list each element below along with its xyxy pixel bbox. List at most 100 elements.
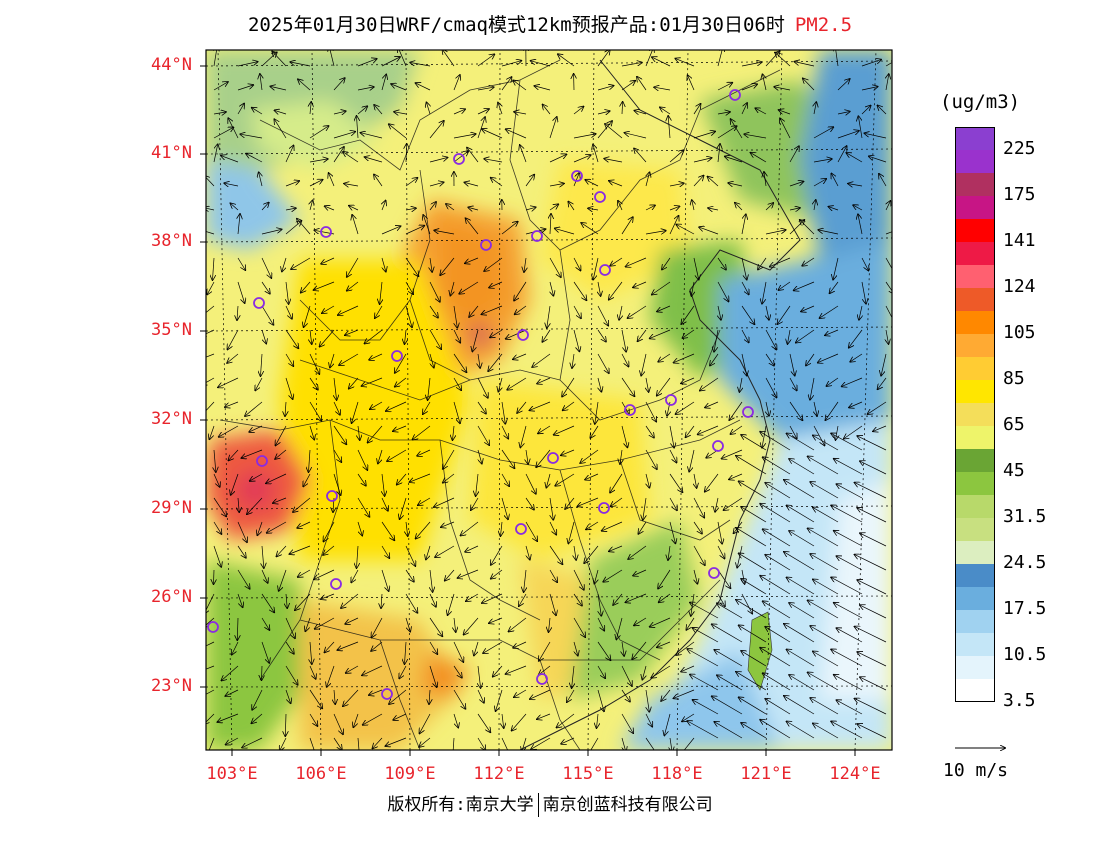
- wind-arrow: [619, 305, 622, 320]
- wind-arrow: [597, 329, 606, 342]
- wind-arrow: [633, 281, 647, 287]
- wind-arrow: [865, 133, 887, 139]
- wind-arrow: [855, 699, 887, 715]
- wind-arrow: [222, 665, 239, 681]
- wind-arrow: [598, 593, 601, 616]
- wind-arrow: [573, 329, 579, 351]
- wind-arrow: [309, 377, 318, 390]
- wind-arrow: [459, 281, 479, 294]
- wind-arrow: [228, 118, 239, 139]
- wind-arrow: [206, 617, 215, 627]
- wind-arrow: [741, 507, 767, 523]
- wind-arrow: [717, 521, 722, 544]
- wind-arrow: [471, 497, 479, 510]
- wind-arrow: [525, 473, 536, 494]
- wind-arrow: [803, 79, 815, 91]
- city-marker: [326, 490, 338, 502]
- wind-arrow: [652, 57, 671, 67]
- wind-arrow: [779, 281, 791, 290]
- wind-arrow: [744, 134, 767, 139]
- wind-arrow: [682, 713, 695, 721]
- wind-arrow: [861, 60, 881, 67]
- wind-arrow: [681, 665, 695, 672]
- wind-arrow: [573, 305, 581, 318]
- wind-arrow: [714, 722, 743, 739]
- wind-arrow: [717, 603, 743, 619]
- wind-arrow: [303, 473, 311, 486]
- wind-arrow: [454, 305, 457, 328]
- wind-arrow: [405, 545, 415, 566]
- wind-arrow: [668, 116, 670, 139]
- wind-arrow: [676, 641, 695, 655]
- wind-arrow: [423, 401, 431, 414]
- wind-arrow: [506, 329, 527, 339]
- wind-arrow: [813, 425, 825, 445]
- wind-arrow: [787, 506, 815, 523]
- wind-arrow: [693, 104, 701, 115]
- wind-arrow: [357, 473, 366, 486]
- wind-arrow: [694, 473, 697, 488]
- wind-arrow: [309, 737, 315, 750]
- wind-arrow: [512, 713, 527, 731]
- wind-arrow: [837, 556, 863, 571]
- colorbar-label: 45: [1003, 460, 1025, 481]
- wind-arrow: [386, 401, 407, 411]
- colorbar-label: 124: [1003, 276, 1036, 297]
- wind-arrow: [568, 521, 575, 543]
- wind-arrow: [765, 353, 774, 366]
- city-marker: [207, 621, 219, 633]
- wind-arrow: [382, 257, 386, 272]
- wind-arrow: [595, 401, 598, 424]
- wind-arrow: [693, 257, 699, 280]
- wind-arrow: [275, 110, 287, 114]
- wind-arrow: [491, 545, 503, 565]
- wind-arrow: [374, 105, 383, 115]
- wind-arrow: [645, 205, 655, 210]
- wind-arrow: [228, 329, 239, 349]
- species-label: PM2.5: [794, 14, 853, 36]
- wind-arrow: [416, 83, 431, 91]
- wind-arrow: [549, 204, 558, 211]
- wind-arrow: [445, 569, 455, 581]
- wind-arrow: [693, 497, 704, 518]
- wind-arrow: [751, 153, 767, 163]
- city-marker: [599, 264, 611, 276]
- wind-arrow: [213, 257, 215, 280]
- wind-arrow: [765, 627, 791, 643]
- wind-arrow: [369, 689, 383, 695]
- wind-arrow: [610, 473, 623, 493]
- wind-arrow: [310, 641, 312, 664]
- wind-arrow: [298, 569, 311, 577]
- wind-arrow: [242, 737, 263, 748]
- wind-arrow: [371, 641, 383, 651]
- wind-arrow: [676, 225, 695, 235]
- wind-arrow: [261, 229, 282, 235]
- wind-arrow: [736, 672, 767, 691]
- wind-arrow: [692, 200, 694, 211]
- wind-arrow: [524, 257, 526, 272]
- wind-arrow: [453, 109, 465, 115]
- wind-arrow: [736, 528, 767, 547]
- wind-arrow: [765, 483, 791, 499]
- wind-arrow: [621, 689, 630, 702]
- wind-arrow: [393, 425, 407, 431]
- wind-arrow: [550, 281, 553, 296]
- wind-arrow: [501, 222, 518, 235]
- wind-arrow: [309, 665, 316, 679]
- wind-arrow: [814, 102, 816, 115]
- city-marker: [665, 394, 677, 406]
- wind-arrow: [885, 62, 892, 67]
- wind-arrow: [285, 353, 293, 366]
- wind-arrow: [549, 117, 557, 139]
- colorbar-swatch: [955, 288, 995, 311]
- wind-arrow: [334, 689, 335, 704]
- wind-arrow: [357, 87, 374, 90]
- wind-arrow: [789, 425, 797, 438]
- wind-arrow: [295, 593, 311, 610]
- wind-arrow: [590, 425, 599, 438]
- city-marker: [517, 329, 529, 341]
- wind-arrow: [549, 257, 561, 277]
- wind-arrow: [616, 617, 623, 639]
- wind-arrow: [247, 497, 263, 514]
- wind-arrow: [413, 425, 431, 440]
